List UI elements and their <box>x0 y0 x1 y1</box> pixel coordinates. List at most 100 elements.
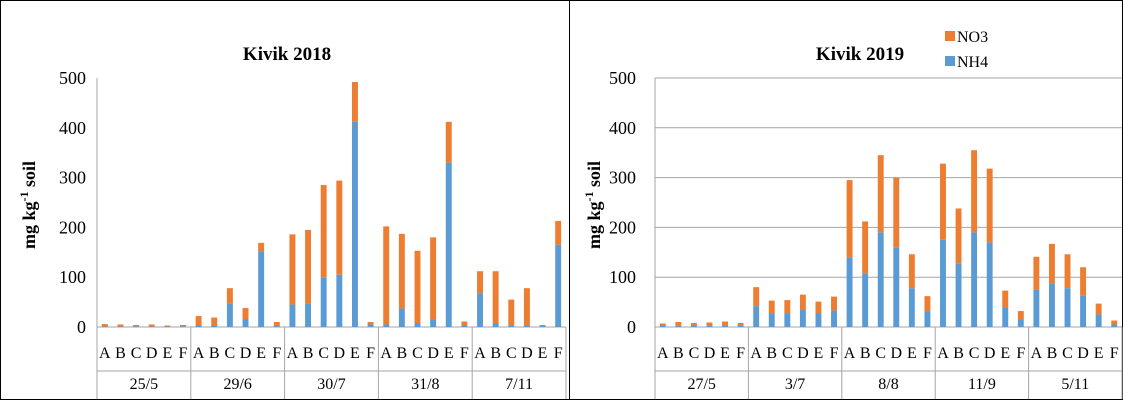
bar-no3 <box>862 221 868 273</box>
bar-nh4 <box>691 326 697 327</box>
y-axis-label-2019: mg kg-1 soil <box>582 161 604 249</box>
bar-no3 <box>149 325 155 327</box>
category-label: F <box>460 345 469 362</box>
bar-no3 <box>336 181 342 275</box>
category-label: C <box>318 345 329 362</box>
bar-nh4 <box>660 326 666 327</box>
bar-no3 <box>289 234 295 304</box>
category-label: D <box>240 345 252 362</box>
bar-no3 <box>815 302 821 313</box>
legend-label-nh4: NH4 <box>957 54 988 71</box>
bar-no3 <box>691 323 697 326</box>
y-tick-label: 200 <box>59 217 86 237</box>
category-label: A <box>474 345 486 362</box>
bar-no3 <box>847 180 853 257</box>
bar-no3 <box>1033 257 1039 290</box>
bar-no3 <box>211 318 217 326</box>
category-label: F <box>272 345 281 362</box>
group-label: 25/5 <box>130 376 158 393</box>
category-label: E <box>1000 345 1010 362</box>
category-label: C <box>969 345 980 362</box>
bar-nh4 <box>940 240 946 327</box>
group-label: 5/11 <box>1061 376 1089 393</box>
bar-no3 <box>524 288 530 326</box>
group-label: 27/5 <box>687 376 715 393</box>
bar-nh4 <box>446 163 452 327</box>
legend-swatch-no3 <box>945 31 955 41</box>
bar-nh4 <box>289 305 295 327</box>
category-label: B <box>115 345 126 362</box>
category-label: E <box>720 345 730 362</box>
chart-title-2019: Kivik 2019 <box>816 44 904 65</box>
bar-no3 <box>924 296 930 311</box>
category-label: B <box>303 345 314 362</box>
bar-no3 <box>675 322 681 326</box>
bar-nh4 <box>430 320 436 327</box>
bar-no3 <box>383 226 389 324</box>
category-label: F <box>554 345 563 362</box>
category-label: B <box>953 345 964 362</box>
category-label: D <box>984 345 996 362</box>
category-label: A <box>844 345 856 362</box>
bar-no3 <box>893 178 899 248</box>
bar-no3 <box>878 155 884 232</box>
bar-no3 <box>461 322 467 326</box>
category-label: B <box>860 345 871 362</box>
category-label: D <box>521 345 533 362</box>
bar-nh4 <box>540 326 546 327</box>
bar-no3 <box>784 300 790 313</box>
category-label: A <box>657 345 669 362</box>
bar-nh4 <box>368 325 374 327</box>
category-label: F <box>366 345 375 362</box>
category-label: A <box>1031 345 1043 362</box>
y-axis-label-2018: mg kg-1 soil <box>17 161 39 249</box>
bar-nh4 <box>305 304 311 327</box>
bar-nh4 <box>383 325 389 327</box>
bar-nh4 <box>461 326 467 327</box>
category-label: B <box>490 345 501 362</box>
category-label: D <box>797 345 809 362</box>
bar-nh4 <box>493 323 499 327</box>
chart-title-2018: Kivik 2018 <box>243 44 331 65</box>
bar-nh4 <box>258 251 264 327</box>
category-label: E <box>1094 345 1104 362</box>
legend-label-no3: NO3 <box>957 29 988 46</box>
bar-nh4 <box>971 232 977 327</box>
bar-no3 <box>352 82 358 122</box>
bar-nh4 <box>211 326 217 327</box>
bar-no3 <box>117 325 123 327</box>
bar-no3 <box>1096 304 1102 315</box>
bar-nh4 <box>508 326 514 327</box>
bar-no3 <box>258 243 264 251</box>
bar-nh4 <box>555 245 561 327</box>
category-label: E <box>162 345 172 362</box>
category-label: C <box>689 345 700 362</box>
category-label: F <box>736 345 745 362</box>
bar-no3 <box>164 326 170 327</box>
bar-nh4 <box>893 247 899 327</box>
bar-nh4 <box>847 257 853 327</box>
bar-nh4 <box>336 275 342 327</box>
bar-nh4 <box>831 311 837 327</box>
y-tick-label: 0 <box>627 317 636 337</box>
category-label: E <box>907 345 917 362</box>
category-label: F <box>179 345 188 362</box>
bar-no3 <box>555 221 561 245</box>
category-label: E <box>814 345 824 362</box>
bar-nh4 <box>1111 325 1117 327</box>
bar-nh4 <box>722 326 728 327</box>
bar-nh4 <box>1049 283 1055 327</box>
bar-nh4 <box>815 313 821 327</box>
bar-no3 <box>909 254 915 288</box>
bar-no3 <box>508 300 514 326</box>
y-tick-label: 500 <box>59 68 86 88</box>
bar-no3 <box>738 323 744 326</box>
category-label: B <box>209 345 220 362</box>
category-label: C <box>225 345 236 362</box>
category-label: F <box>1016 345 1025 362</box>
category-label: C <box>412 345 423 362</box>
category-label: F <box>1110 345 1119 362</box>
bar-nh4 <box>909 288 915 327</box>
